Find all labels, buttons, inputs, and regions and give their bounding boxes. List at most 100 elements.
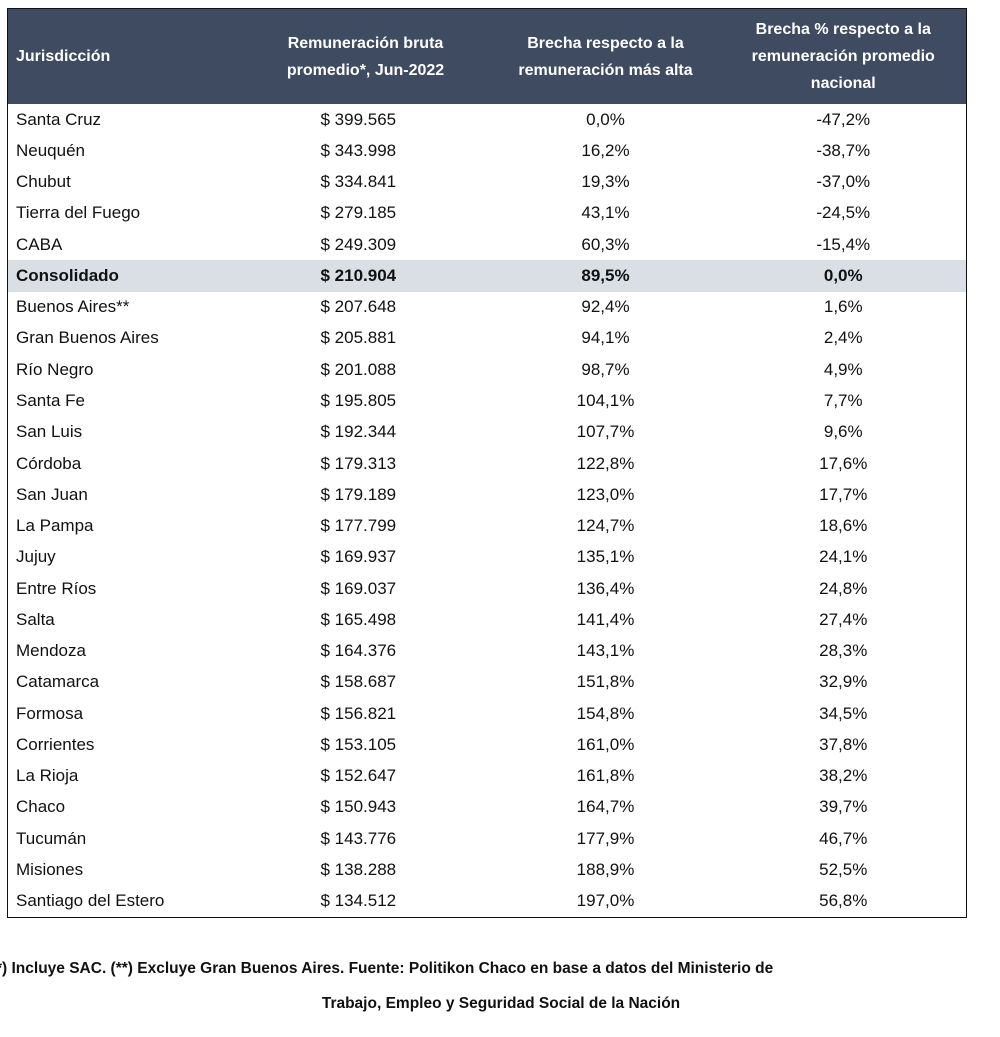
table-cell: Córdoba	[16, 453, 82, 473]
header-cell: Jurisdicción	[7, 8, 241, 104]
table-cell: 161,0%	[576, 734, 635, 754]
table-cell: Santa Fe	[16, 391, 85, 411]
table-cell: $ 134.512	[320, 891, 397, 911]
table-row: San Juan $ 179.189 123,0% 17,7%	[8, 479, 967, 510]
table-row: Mendoza $ 164.376 143,1% 28,3%	[8, 636, 967, 667]
table-cell: $ 205.881	[320, 328, 397, 348]
table-cell: 136,4%	[576, 578, 635, 598]
header-cell: Brecha % respecto a la remuneración prom…	[720, 8, 967, 104]
table-cell: $ 169.937	[320, 547, 397, 567]
table-cell: $ 179.313	[320, 453, 397, 473]
table-cell: $ 158.687	[320, 672, 397, 692]
table-row: Corrientes $ 153.105 161,0% 37,8%	[8, 729, 967, 760]
table-cell: $ 179.189	[320, 484, 397, 504]
table-cell: 46,7%	[819, 828, 868, 848]
table-cell: Chaco	[16, 797, 66, 817]
table-cell: Tucumán	[16, 828, 87, 848]
table-cell: San Luis	[16, 422, 83, 442]
footnote: Trabajo, Empleo y Seguridad Social de la…	[321, 995, 681, 1012]
table-cell: $ 165.498	[320, 609, 397, 629]
table-cell: $ 143.776	[320, 828, 397, 848]
table-cell: 104,1%	[576, 391, 635, 411]
table-row: Consolidado $ 210.904 89,5% 0,0%	[7, 260, 967, 292]
data-table: Jurisdicción Remuneración bruta promedio…	[7, 8, 967, 918]
table-cell: $ 164.376	[320, 641, 397, 661]
table-cell: 89,5%	[490, 260, 721, 292]
table-cell: La Rioja	[16, 766, 79, 786]
table-cell: 43,1%	[581, 203, 630, 223]
table-cell: 1,6%	[823, 297, 863, 317]
table-row: Córdoba $ 179.313 122,8% 17,6%	[8, 448, 967, 479]
table-cell: Neuquén	[16, 140, 86, 160]
table-cell: La Pampa	[16, 516, 94, 536]
table-cell: $ 399.565	[320, 109, 397, 129]
table-cell: $ 207.648	[320, 297, 397, 317]
table-row: Misiones $ 138.288 188,9% 52,5%	[8, 854, 967, 885]
table-cell: 28,3%	[819, 641, 868, 661]
table-cell: Río Negro	[16, 359, 94, 379]
table-cell: Jujuy	[16, 547, 56, 567]
table-cell: 17,6%	[819, 453, 868, 473]
header-cell: Brecha respecto a la remuneración más al…	[490, 8, 721, 104]
table-cell: 9,6%	[823, 422, 863, 442]
table-cell: Chubut	[16, 172, 71, 192]
table-row: Chaco $ 150.943 164,7% 39,7%	[8, 792, 967, 823]
table-cell: -24,5%	[816, 203, 871, 223]
table-cell: $ 192.344	[320, 422, 397, 442]
table-cell: 141,4%	[576, 609, 635, 629]
table-cell: 37,8%	[819, 734, 868, 754]
table-cell: 4,9%	[823, 359, 863, 379]
header-cell: Remuneración bruta promedio*, Jun-2022	[240, 8, 491, 104]
table-cell: 24,8%	[819, 578, 868, 598]
table-row: Salta $ 165.498 141,4% 27,4%	[8, 604, 967, 635]
table-body: Santa Cruz $ 399.565 0,0% -47,2% Neuquén $ 34…	[7, 104, 967, 917]
table-row: Tucumán $ 143.776 177,9% 46,7%	[8, 823, 967, 854]
table-cell: 92,4%	[581, 297, 630, 317]
table-row: Río Negro $ 201.088 98,7% 4,9%	[8, 354, 967, 385]
table-cell: 197,0%	[576, 891, 635, 911]
table-cell: $ 177.799	[320, 516, 397, 536]
table-cell: 107,7%	[576, 422, 635, 442]
table-cell: $ 279.185	[320, 203, 397, 223]
table-cell: 60,3%	[581, 234, 630, 254]
table-cell: 34,5%	[819, 703, 868, 723]
table-cell: Buenos Aires**	[16, 297, 130, 317]
table-row: Gran Buenos Aires $ 205.881 94,1% 2,4%	[8, 323, 967, 354]
table-cell: -47,2%	[816, 109, 871, 129]
table-cell: 17,7%	[819, 484, 868, 504]
table-cell: $ 153.105	[320, 734, 397, 754]
table-cell: Catamarca	[16, 672, 100, 692]
table-row: Chubut $ 334.841 19,3% -37,0%	[8, 167, 967, 198]
table-cell: 98,7%	[581, 359, 630, 379]
table-cell: 94,1%	[581, 328, 630, 348]
table-cell: 124,7%	[576, 516, 635, 536]
table-cell: $ 152.647	[320, 766, 397, 786]
table-row: San Luis $ 192.344 107,7% 9,6%	[8, 417, 967, 448]
table-cell: $ 201.088	[320, 359, 397, 379]
table-cell: 38,2%	[819, 766, 868, 786]
table-cell: 123,0%	[576, 484, 635, 504]
table-cell: 151,8%	[576, 672, 635, 692]
table-cell: 161,8%	[576, 766, 635, 786]
table-cell: 143,1%	[576, 641, 635, 661]
table-cell: Entre Ríos	[16, 578, 97, 598]
table-row: Entre Ríos $ 169.037 136,4% 24,8%	[8, 573, 967, 604]
table-cell: 56,8%	[819, 891, 868, 911]
table-row: Santa Cruz $ 399.565 0,0% -47,2%	[8, 104, 967, 135]
table-cell: $ 138.288	[320, 860, 397, 879]
table-cell: 24,1%	[819, 547, 868, 567]
table-cell: Misiones	[16, 860, 84, 879]
table-cell: 154,8%	[576, 703, 635, 723]
table-cell: Gran Buenos Aires	[16, 328, 159, 348]
table-row: Jujuy $ 169.937 135,1% 24,1%	[8, 542, 967, 573]
table-row: Buenos Aires** $ 207.648 92,4% 1,6%	[8, 292, 967, 323]
table-cell: 2,4%	[823, 328, 863, 348]
table-cell: 0,0%	[586, 109, 625, 129]
table-cell: 122,8%	[576, 453, 635, 473]
table-cell: 18,6%	[819, 516, 868, 536]
table-cell: $ 156.821	[320, 703, 397, 723]
table-cell: $ 210.904	[240, 260, 491, 292]
table-cell: 52,5%	[819, 860, 868, 879]
table-cell: $ 150.943	[320, 797, 397, 817]
